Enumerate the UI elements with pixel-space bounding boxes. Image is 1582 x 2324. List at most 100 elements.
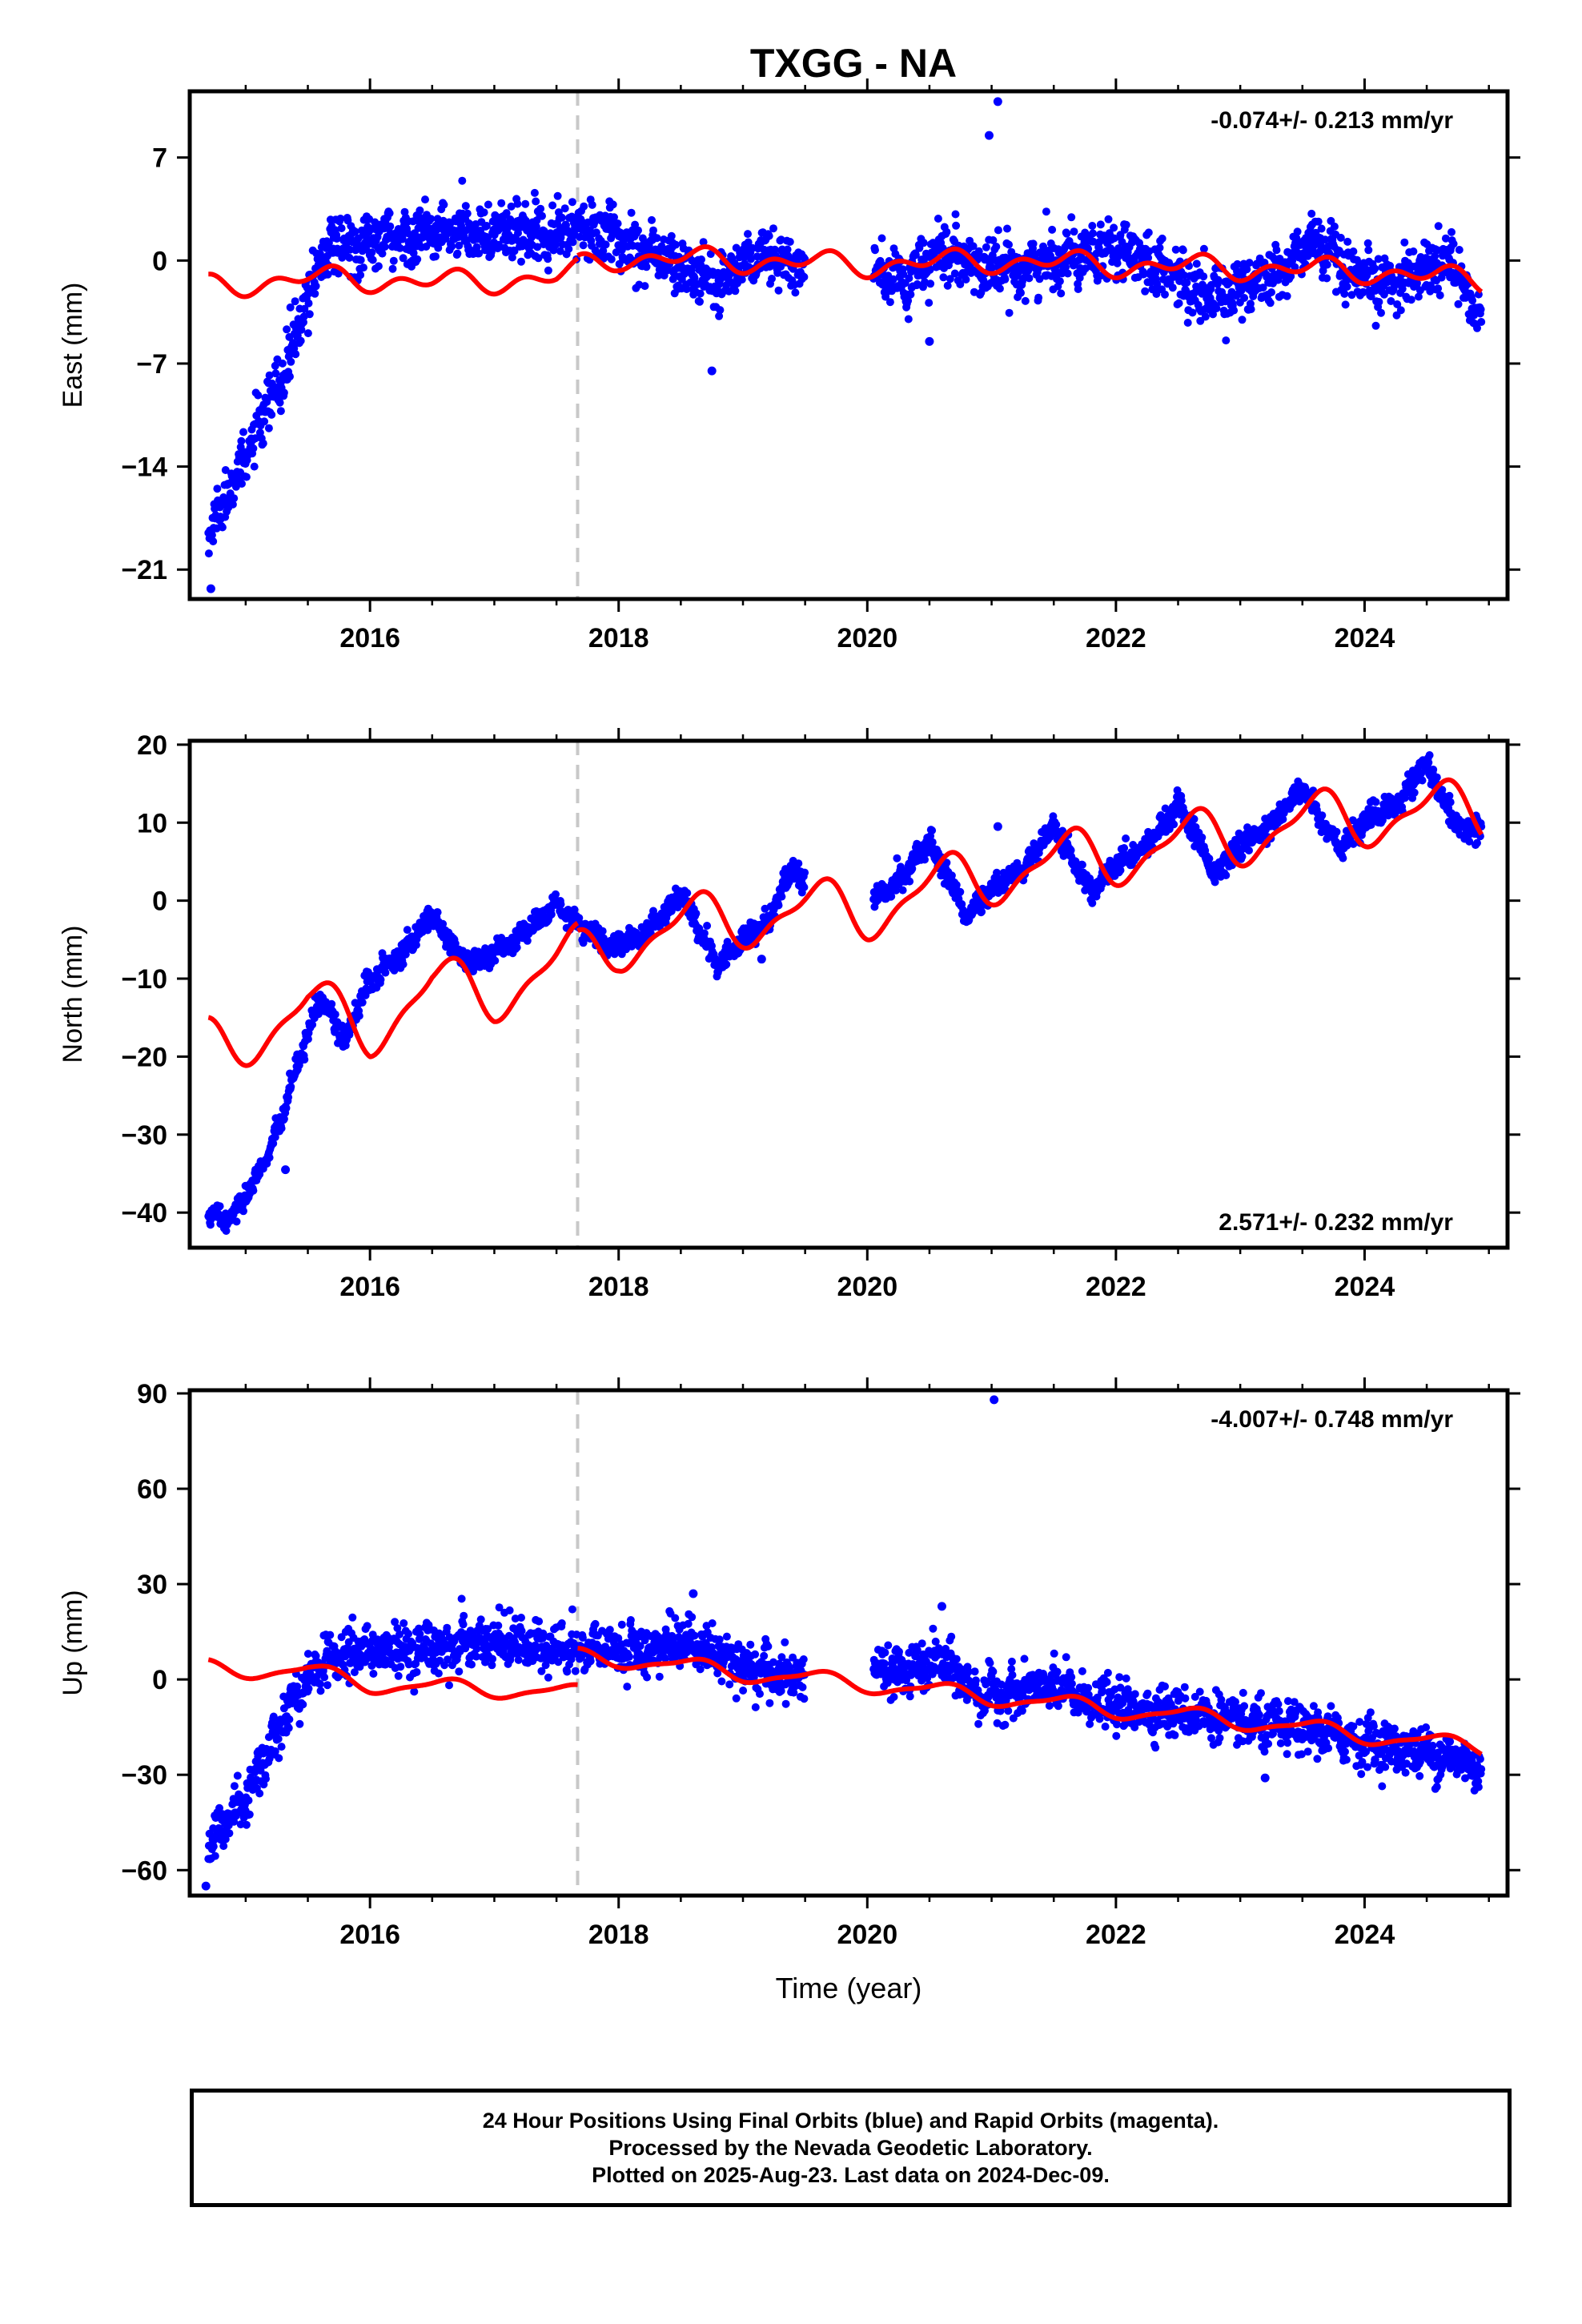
observation-point — [1113, 259, 1122, 267]
observation-point — [942, 858, 951, 867]
observation-point — [1314, 217, 1323, 226]
observation-point — [1074, 285, 1082, 293]
observation-point — [568, 238, 577, 247]
observation-point — [225, 1829, 234, 1838]
observation-point — [1158, 234, 1166, 243]
observation-point — [946, 275, 954, 283]
observation-point — [386, 222, 395, 231]
observation-point — [1177, 796, 1186, 805]
observation-point — [286, 303, 295, 312]
observation-point — [737, 275, 746, 284]
observation-point — [204, 549, 213, 558]
observation-point — [1230, 306, 1239, 315]
observation-point — [1245, 846, 1253, 854]
observation-point — [215, 1202, 224, 1211]
observation-point — [1021, 296, 1030, 305]
observation-point — [599, 247, 608, 255]
observation-points — [201, 1395, 1486, 1891]
observation-point — [1447, 227, 1456, 236]
observation-point — [385, 209, 394, 218]
observation-point — [508, 253, 516, 262]
observation-point — [1413, 279, 1421, 287]
observation-point — [368, 255, 377, 264]
observation-point — [491, 956, 500, 965]
observation-point — [533, 243, 542, 251]
y-tick-label: −40 — [121, 1198, 167, 1228]
observation-point — [440, 200, 448, 209]
observation-point — [1343, 283, 1351, 291]
observation-point — [548, 201, 557, 210]
observation-point — [906, 290, 915, 299]
observation-point — [380, 243, 389, 251]
observation-point — [1434, 222, 1443, 231]
observation-point — [598, 927, 607, 935]
observation-point — [1414, 292, 1423, 301]
observation-point — [245, 1810, 254, 1819]
observation-point — [286, 372, 294, 381]
observation-point — [303, 1035, 312, 1043]
observation-point — [1341, 300, 1350, 309]
observation-point — [692, 909, 701, 918]
observation-point — [502, 209, 511, 218]
observation-point — [332, 235, 341, 243]
observation-point — [871, 246, 879, 255]
observation-point — [1429, 766, 1438, 774]
observation-point — [800, 883, 809, 891]
observation-point — [287, 1083, 295, 1091]
observation-point — [1437, 273, 1446, 282]
observation-point — [1141, 287, 1150, 296]
plot-area — [204, 741, 1486, 1248]
observation-point — [682, 285, 691, 293]
observation-point — [1201, 312, 1210, 321]
observation-point — [1017, 288, 1025, 297]
observation-point — [291, 297, 299, 306]
observation-point — [1318, 811, 1327, 820]
observation-point — [1364, 246, 1373, 255]
observation-point — [1183, 319, 1192, 327]
x-tick-label: 2024 — [1335, 1272, 1395, 1302]
observation-point — [1425, 751, 1434, 759]
observation-point — [265, 1153, 274, 1162]
observation-point — [1477, 318, 1486, 326]
observation-point — [1446, 798, 1455, 806]
observation-point — [770, 245, 779, 254]
observation-point — [1238, 316, 1247, 324]
observation-point — [1317, 241, 1325, 250]
observation-point — [534, 254, 543, 263]
x-tick-label: 2024 — [1335, 623, 1395, 653]
observation-point — [378, 249, 387, 258]
observation-point — [356, 255, 365, 264]
observation-point — [570, 905, 579, 914]
y-tick-label: 0 — [152, 887, 167, 917]
observation-points — [204, 97, 1486, 593]
observation-point — [263, 397, 271, 406]
observation-point — [409, 249, 418, 257]
observation-outlier — [925, 336, 934, 346]
observation-point — [337, 224, 346, 232]
observation-point — [557, 213, 566, 222]
observation-point — [911, 251, 920, 259]
observation-point — [642, 263, 651, 271]
observation-point — [239, 1207, 247, 1216]
observation-point — [1161, 290, 1169, 299]
observation-point — [274, 1735, 283, 1743]
observation-point — [1377, 308, 1385, 317]
observation-point — [1393, 300, 1402, 308]
observation-point — [1062, 229, 1071, 238]
observation-point — [904, 296, 913, 305]
observation-point — [1067, 213, 1076, 222]
observation-point — [249, 1186, 258, 1195]
observation-point — [1212, 304, 1221, 312]
observation-point — [346, 245, 354, 254]
observation-point — [221, 466, 230, 474]
observation-point — [388, 264, 397, 273]
observation-point — [640, 282, 649, 291]
x-tick-label: 2020 — [837, 1272, 897, 1302]
observation-point — [488, 244, 496, 253]
observation-outlier — [993, 822, 1002, 831]
observation-point — [265, 371, 274, 380]
observation-point — [774, 901, 783, 910]
observation-point — [512, 943, 521, 952]
